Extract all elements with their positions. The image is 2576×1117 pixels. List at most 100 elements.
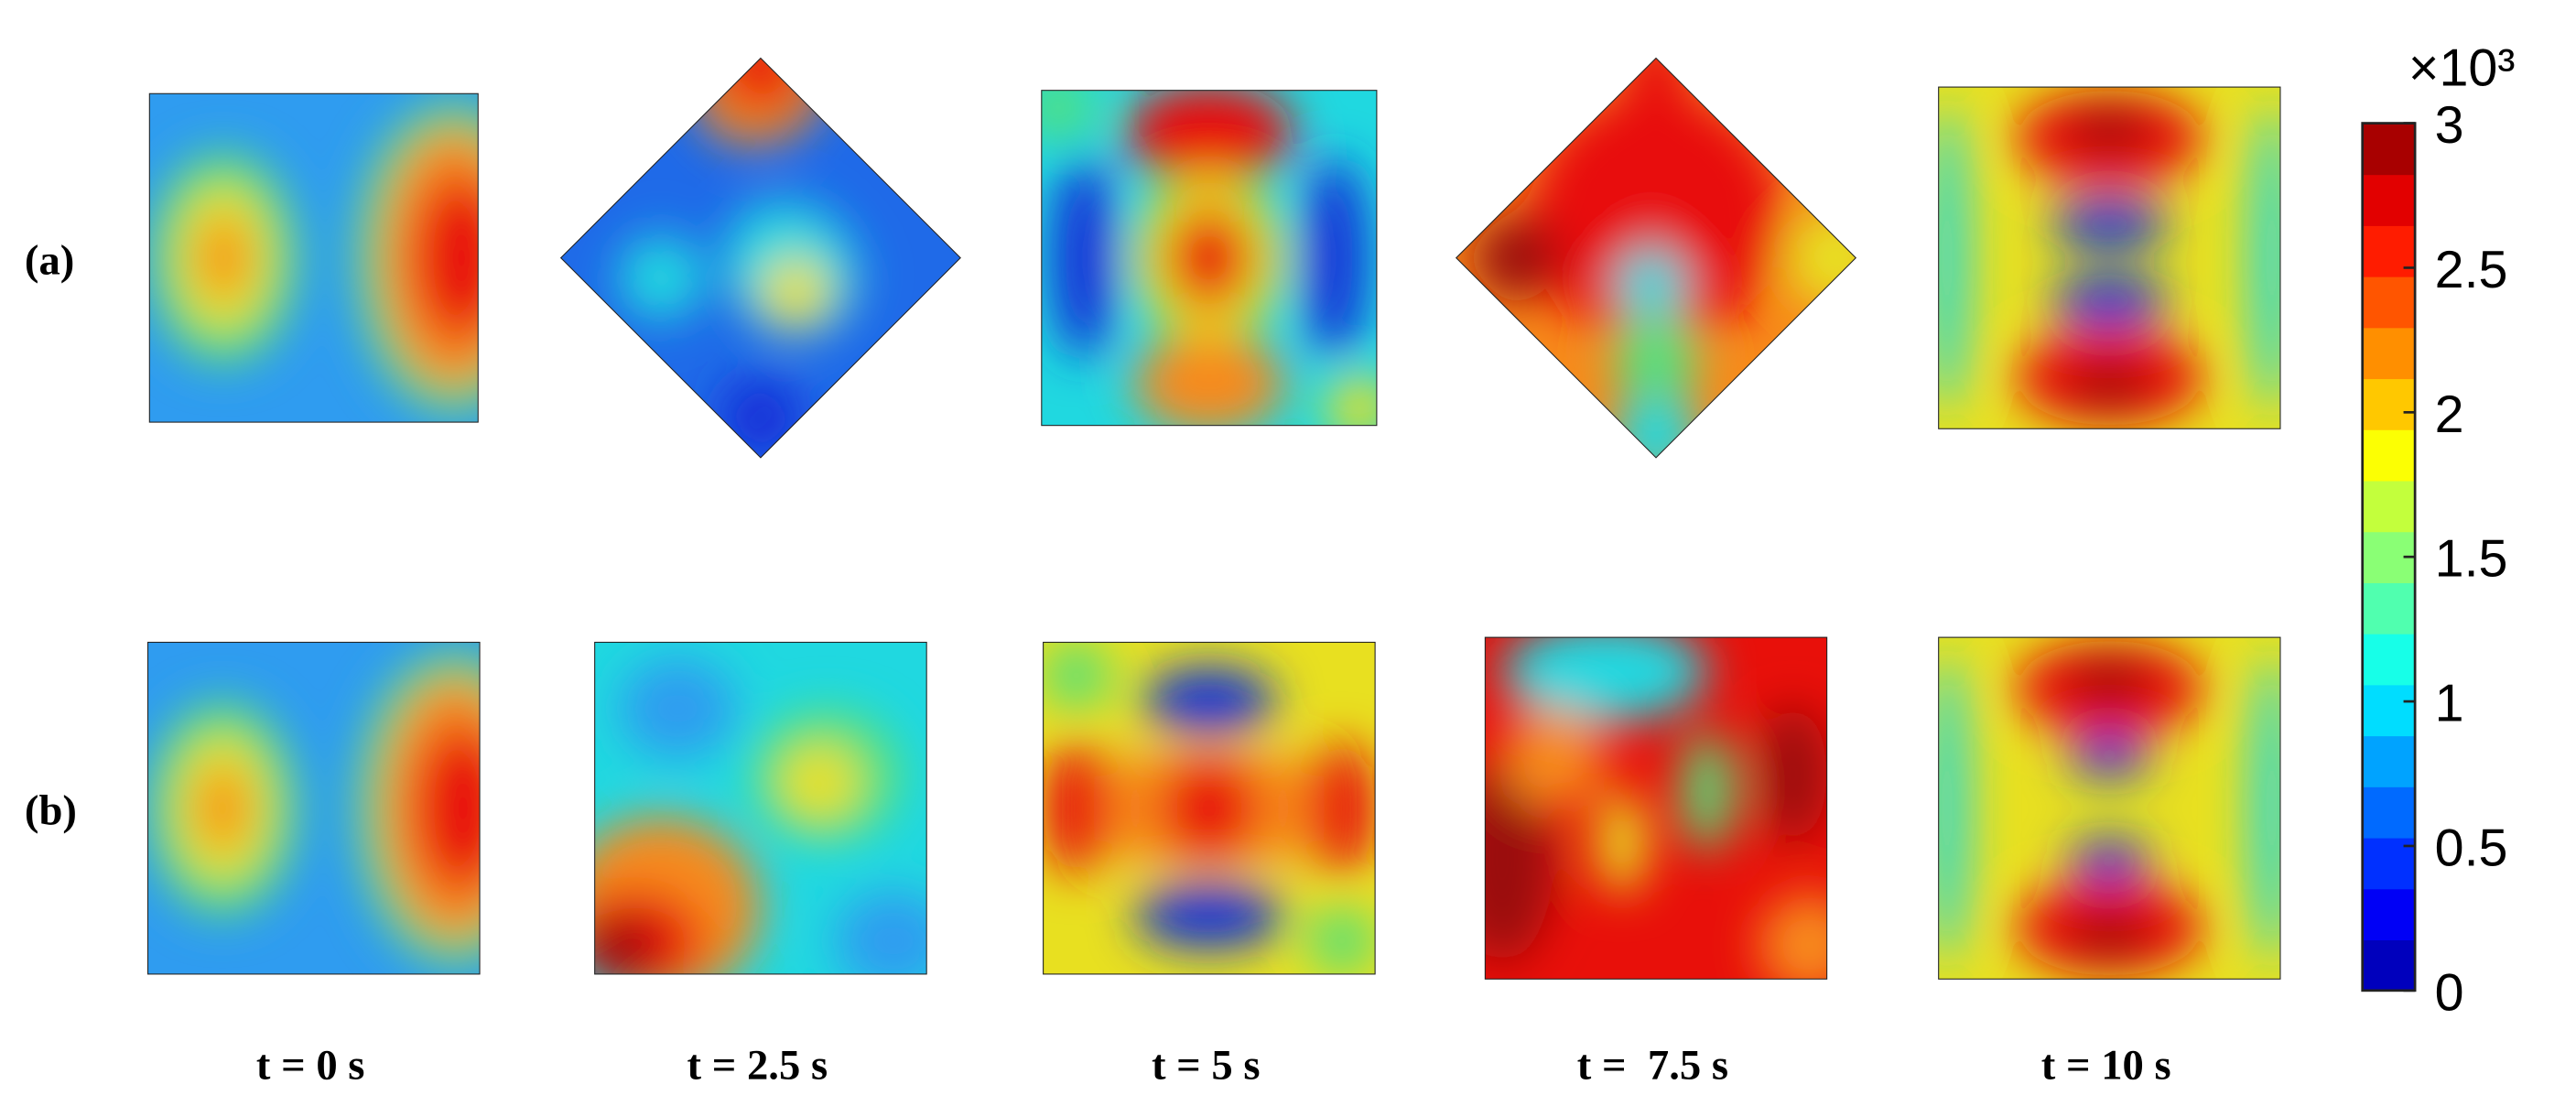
field-blob xyxy=(619,658,736,759)
colorbar-tick-label: 3 xyxy=(2435,96,2464,155)
field-blob xyxy=(835,891,927,974)
field-blob xyxy=(1485,756,1553,962)
time-label: t = 0 s xyxy=(256,1042,365,1090)
field-blob xyxy=(1502,705,1606,808)
field-blobs xyxy=(147,650,481,966)
colorbar-band xyxy=(2362,327,2416,380)
colorbar-tick-label: 1 xyxy=(2435,675,2464,733)
row-label: (a) xyxy=(25,237,74,285)
field-blob xyxy=(1473,215,1559,300)
colorbar: 0 0.5 1 1.5 2 2.5 3×10³ xyxy=(2361,38,2516,1022)
field-blob xyxy=(1125,90,1293,183)
field-blobs xyxy=(1473,58,1856,458)
colorbar-band xyxy=(2362,684,2416,737)
colorbar-band xyxy=(2362,225,2416,277)
time-label: t = 2.5 s xyxy=(687,1042,828,1090)
field-blob xyxy=(1301,157,1369,359)
row-label: (b) xyxy=(25,787,77,835)
field-blob xyxy=(1049,157,1118,359)
field-blob xyxy=(1043,642,1110,709)
field-blobs xyxy=(594,658,927,974)
field-content xyxy=(149,93,479,423)
colorbar-band xyxy=(2362,276,2416,329)
colorbar-band xyxy=(2362,480,2416,533)
colorbar-band xyxy=(2362,888,2416,941)
field-content xyxy=(1043,642,1376,974)
colorbar-tick-label: 1.5 xyxy=(2435,530,2508,589)
field-blob xyxy=(1596,791,1648,894)
field-blob xyxy=(1758,705,1827,843)
field-blob xyxy=(1308,742,1376,875)
field-blobs xyxy=(618,58,859,458)
field-panel xyxy=(1043,641,1376,975)
field-blob xyxy=(2066,365,2152,407)
field-blob xyxy=(2251,103,2280,412)
field-content xyxy=(1041,90,1377,426)
field-blob xyxy=(1615,247,1687,319)
colorbar-band xyxy=(2362,633,2416,686)
field-blob xyxy=(2066,839,2152,881)
field-border xyxy=(559,57,961,459)
field-border xyxy=(594,641,927,975)
colorbar-band xyxy=(2362,174,2416,226)
field-blob xyxy=(1786,208,1856,308)
field-blob xyxy=(618,235,704,320)
field-content xyxy=(560,58,961,458)
colorbar-tick-label: 2.5 xyxy=(2435,241,2508,299)
field-blobs xyxy=(1043,642,1376,974)
colorbar-band xyxy=(2362,786,2416,839)
field-border xyxy=(148,92,479,423)
field-blob xyxy=(1620,58,1692,103)
time-label: t = 10 s xyxy=(2041,1042,2171,1090)
field-panel xyxy=(1938,636,2281,980)
field-blob xyxy=(1613,315,1699,401)
panels xyxy=(146,57,2281,980)
field-blob xyxy=(1326,374,1377,426)
field-blobs xyxy=(1938,90,2280,426)
field-blob xyxy=(1159,758,1260,859)
field-panel xyxy=(1938,86,2281,429)
field-blob xyxy=(413,725,481,892)
field-content xyxy=(1938,637,2280,980)
colorbar-band xyxy=(2362,378,2416,430)
colorbar-band xyxy=(2362,939,2416,992)
labels: (a) (b) t = 0 s t = 2.5 s t = 5 s t = 7.5 s t … xyxy=(25,237,2171,1090)
field-panel xyxy=(146,641,481,975)
colorbar-tick-label: 0.5 xyxy=(2435,819,2508,878)
field-blobs xyxy=(1041,90,1377,426)
field-blob xyxy=(1613,395,1699,458)
field-blob xyxy=(2049,275,2170,327)
colorbar-band xyxy=(2362,428,2416,482)
colorbar-tick-label: 2 xyxy=(2435,385,2464,444)
field-border xyxy=(1455,57,1857,459)
field-blob xyxy=(2049,198,2170,250)
field-blob xyxy=(412,175,479,341)
field-panel xyxy=(1484,636,1828,980)
field-panel xyxy=(148,92,479,423)
field-blob xyxy=(1043,742,1110,875)
field-blob xyxy=(2066,659,2152,701)
colorbar-band xyxy=(2362,735,2416,787)
field-blob xyxy=(199,216,248,299)
field-panel xyxy=(1041,90,1378,427)
field-border xyxy=(1938,636,2281,980)
field-blobs xyxy=(1938,640,2280,976)
field-blob xyxy=(197,766,248,851)
field-content xyxy=(1938,87,2280,429)
colorbar-tick-label: 0 xyxy=(2435,963,2464,1022)
field-blob xyxy=(1167,207,1251,309)
field-border xyxy=(1041,90,1378,427)
field-blob xyxy=(1133,333,1285,426)
field-blobs xyxy=(149,102,479,415)
field-border xyxy=(146,641,481,975)
field-blob xyxy=(1681,731,1733,851)
colorbar-band xyxy=(2362,582,2416,634)
field-blobs xyxy=(1485,637,1827,980)
colorbar-multiplier: ×10³ xyxy=(2408,38,2516,97)
field-blob xyxy=(1142,667,1276,734)
field-panel xyxy=(594,641,927,975)
field-blob xyxy=(2066,736,2152,778)
time-label: t = 5 s xyxy=(1152,1042,1261,1090)
